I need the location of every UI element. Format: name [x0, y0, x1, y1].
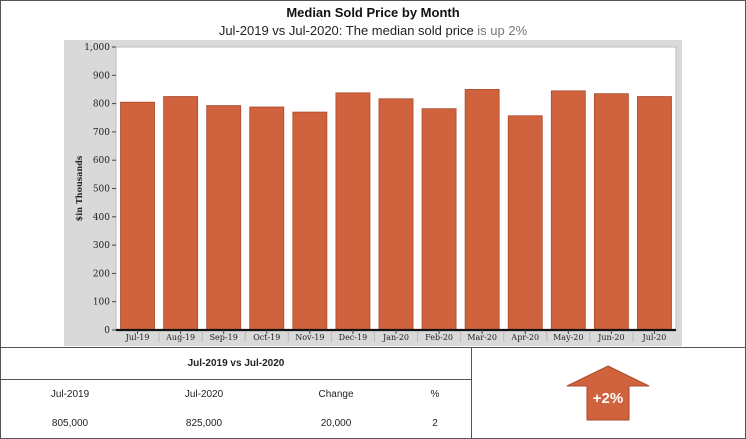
- bar: [421, 108, 457, 331]
- bar: [550, 90, 586, 331]
- column-label: %: [430, 389, 440, 400]
- x-tick-label: Jun-20: [597, 333, 624, 342]
- y-tick-label: 400: [93, 213, 110, 223]
- y-tick-label: 600: [93, 156, 110, 166]
- y-tick-label: 100: [93, 298, 110, 308]
- y-tick-label: 200: [93, 269, 110, 279]
- summary-section: Jul-2019 vs Jul-2020 Jul-2019 Jul-2020 C…: [0, 347, 746, 439]
- column-label: Change: [318, 389, 354, 400]
- chart-subtitle: Jul-2019 vs Jul-2020: The median sold pr…: [0, 23, 746, 38]
- bar: [507, 115, 543, 331]
- bar-chart: 0 100 200 300 400 500 600 700 800 900 1,000 $in Tho…: [64, 40, 682, 346]
- up-arrow-icon: [566, 365, 650, 421]
- x-tick-label: Mar-20: [467, 333, 497, 342]
- x-tick-label: Dec-19: [339, 333, 368, 342]
- chart-title: Median Sold Price by Month: [286, 5, 460, 20]
- bar: [637, 96, 672, 331]
- y-axis-label: $in Thousands: [74, 155, 84, 221]
- x-tick-label: May-20: [553, 333, 583, 342]
- x-tick-label: Jul-20: [642, 333, 667, 342]
- bar: [593, 93, 629, 331]
- value-cell: 2: [432, 418, 438, 429]
- bar: [120, 101, 155, 331]
- x-tick-label: Nov-19: [295, 333, 324, 342]
- bar: [206, 105, 242, 331]
- bar: [335, 92, 371, 331]
- subtitle-highlight: is up 2%: [477, 23, 528, 38]
- x-tick-label: Aug-19: [165, 333, 195, 342]
- change-badge: +2%: [472, 348, 746, 439]
- x-tick-label: Jan-20: [382, 333, 409, 342]
- y-tick-label: 800: [93, 100, 110, 110]
- value-cell: 825,000: [185, 418, 223, 429]
- bar: [292, 111, 328, 331]
- value-cell: 20,000: [320, 418, 352, 429]
- value-cell: 805,000: [51, 418, 89, 429]
- x-tick-label: Apr-20: [510, 333, 539, 342]
- y-tick-label: 1,000: [84, 43, 110, 53]
- bar: [378, 98, 414, 331]
- comparison-header: Jul-2019 vs Jul-2020: [0, 348, 472, 380]
- x-tick-label: Jul-19: [125, 333, 150, 342]
- bar: [249, 106, 285, 331]
- change-badge-label: +2%: [592, 390, 624, 407]
- x-tick-label: Sep-19: [210, 333, 238, 342]
- bar: [464, 89, 500, 331]
- x-tick-label: Feb-20: [425, 333, 453, 342]
- y-tick-label: 500: [93, 185, 110, 195]
- bar: [163, 96, 199, 331]
- subtitle-prefix: Jul-2019 vs Jul-2020: The median sold pr…: [218, 23, 478, 38]
- y-tick-label: 700: [93, 128, 110, 138]
- y-tick-label: 300: [93, 241, 110, 251]
- y-tick-label: 900: [93, 71, 110, 81]
- x-tick-label: Oct-19: [253, 333, 280, 342]
- comparison-table: Jul-2019 vs Jul-2020 Jul-2019 Jul-2020 C…: [0, 348, 472, 439]
- y-tick-label: 0: [104, 326, 110, 336]
- column-label: Jul-2019: [50, 389, 90, 400]
- column-label: Jul-2020: [184, 389, 224, 400]
